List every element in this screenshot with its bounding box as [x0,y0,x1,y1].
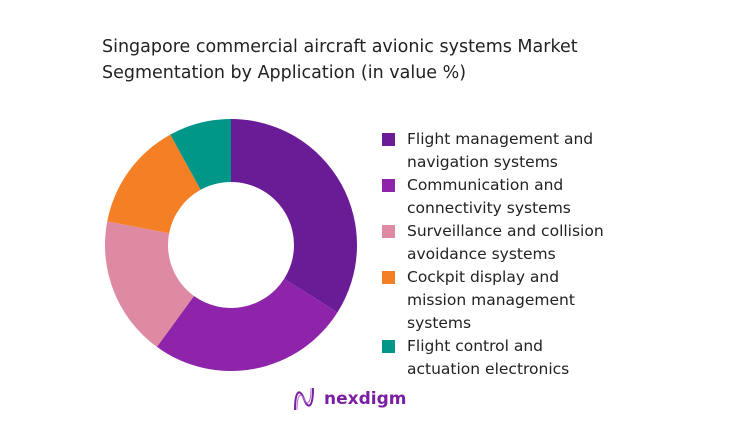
legend-label-line: avoidance systems [407,245,556,263]
logo-text: nexdigm [324,389,407,409]
legend-swatch [382,133,395,146]
legend-label: Surveillance and collision avoidance syst… [407,220,604,266]
legend-label-line: Flight control and [407,337,544,355]
legend-item: Cockpit display and mission management sys… [382,266,642,335]
legend-swatch [382,340,395,353]
legend-label-line: systems [407,314,472,332]
donut-slice-4 [107,134,201,234]
legend: Flight management and navigation systems C… [382,128,642,381]
donut-slice-2 [156,278,338,371]
legend-label-line: Cockpit display and [407,268,560,286]
legend-swatch [382,179,395,192]
legend-item: Flight control and actuation electronics [382,335,642,381]
legend-label: Flight management and navigation systems [407,128,593,174]
chart-title: Singapore commercial aircraft avionic sy… [102,34,578,86]
nexdigm-logo: nexdigm [292,386,406,412]
legend-label: Cockpit display and mission management sys… [407,266,575,335]
donut-slice-1 [231,119,358,313]
title-line-1: Singapore commercial aircraft avionic sy… [102,37,578,57]
donut-slice-3 [105,221,194,347]
legend-label-line: navigation systems [407,153,558,171]
title-line-2: Segmentation by Application (in value %) [102,63,467,83]
legend-swatch [382,225,395,238]
legend-item: Communication and connectivity systems [382,174,642,220]
legend-label-line: Surveillance and collision [407,222,604,240]
legend-label-line: Flight management and [407,130,594,148]
legend-label-line: connectivity systems [407,199,571,217]
legend-label-line: mission management [407,291,575,309]
legend-label: Communication and connectivity systems [407,174,571,220]
legend-item: Flight management and navigation systems [382,128,642,174]
legend-label: Flight control and actuation electronics [407,335,569,381]
legend-label-line: actuation electronics [407,360,570,378]
logo-wave-icon [294,387,314,411]
legend-item: Surveillance and collision avoidance syst… [382,220,642,266]
legend-label-line: Communication and [407,176,564,194]
legend-swatch [382,271,395,284]
donut-slice-5 [170,119,231,190]
